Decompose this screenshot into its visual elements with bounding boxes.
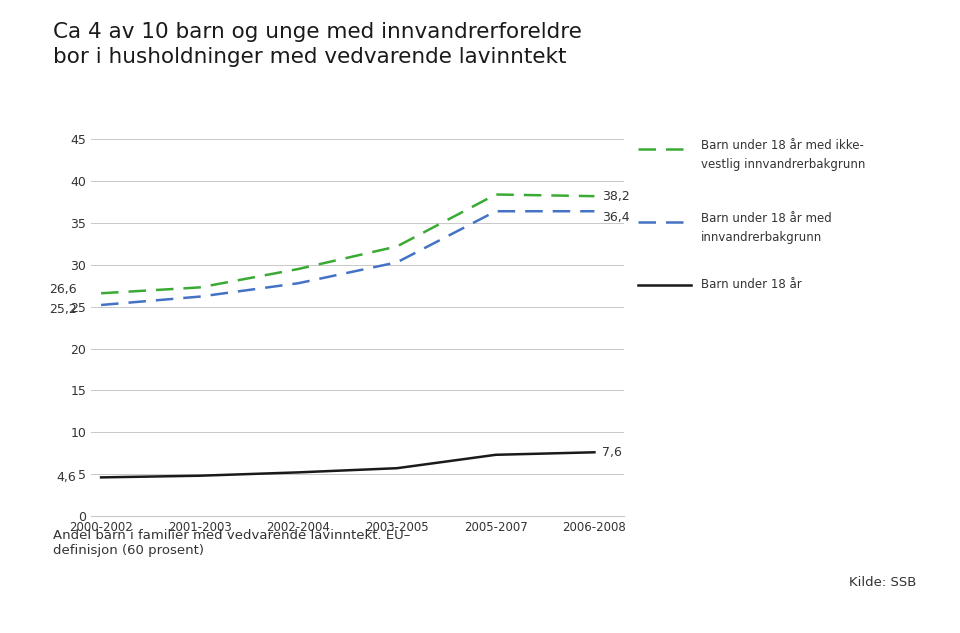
Text: 26,6: 26,6	[49, 284, 77, 296]
Text: 14.06.2011: 14.06.2011	[446, 603, 514, 616]
Text: innvandrerbakgrunn: innvandrerbakgrunn	[701, 231, 822, 244]
Text: Inkluderingsutvalget: Inkluderingsutvalget	[821, 603, 943, 616]
Text: Kilde: SSB: Kilde: SSB	[850, 576, 917, 589]
Text: 4,6: 4,6	[57, 471, 77, 484]
Text: 15: 15	[17, 603, 32, 616]
Text: 25,2: 25,2	[49, 303, 77, 316]
Text: Barn under 18 år: Barn under 18 år	[701, 279, 802, 291]
Text: 7,6: 7,6	[602, 446, 622, 459]
Text: Barn under 18 år med ikke-: Barn under 18 år med ikke-	[701, 139, 864, 152]
Text: bor i husholdninger med vedvarende lavinntekt: bor i husholdninger med vedvarende lavin…	[53, 47, 566, 68]
Text: Andel barn i familier med vedvarende lavinntekt. EU–
definisjon (60 prosent): Andel barn i familier med vedvarende lav…	[53, 529, 410, 556]
Text: 38,2: 38,2	[602, 190, 630, 203]
Text: NOU 2011: 14 Bedre integrering: NOU 2011: 14 Bedre integrering	[62, 603, 253, 616]
Text: Ca 4 av 10 barn og unge med innvandrerforeldre: Ca 4 av 10 barn og unge med innvandrerfo…	[53, 22, 582, 42]
Text: Barn under 18 år med: Barn under 18 år med	[701, 212, 831, 225]
Text: vestlig innvandrerbakgrunn: vestlig innvandrerbakgrunn	[701, 158, 865, 171]
Text: 36,4: 36,4	[602, 211, 630, 225]
